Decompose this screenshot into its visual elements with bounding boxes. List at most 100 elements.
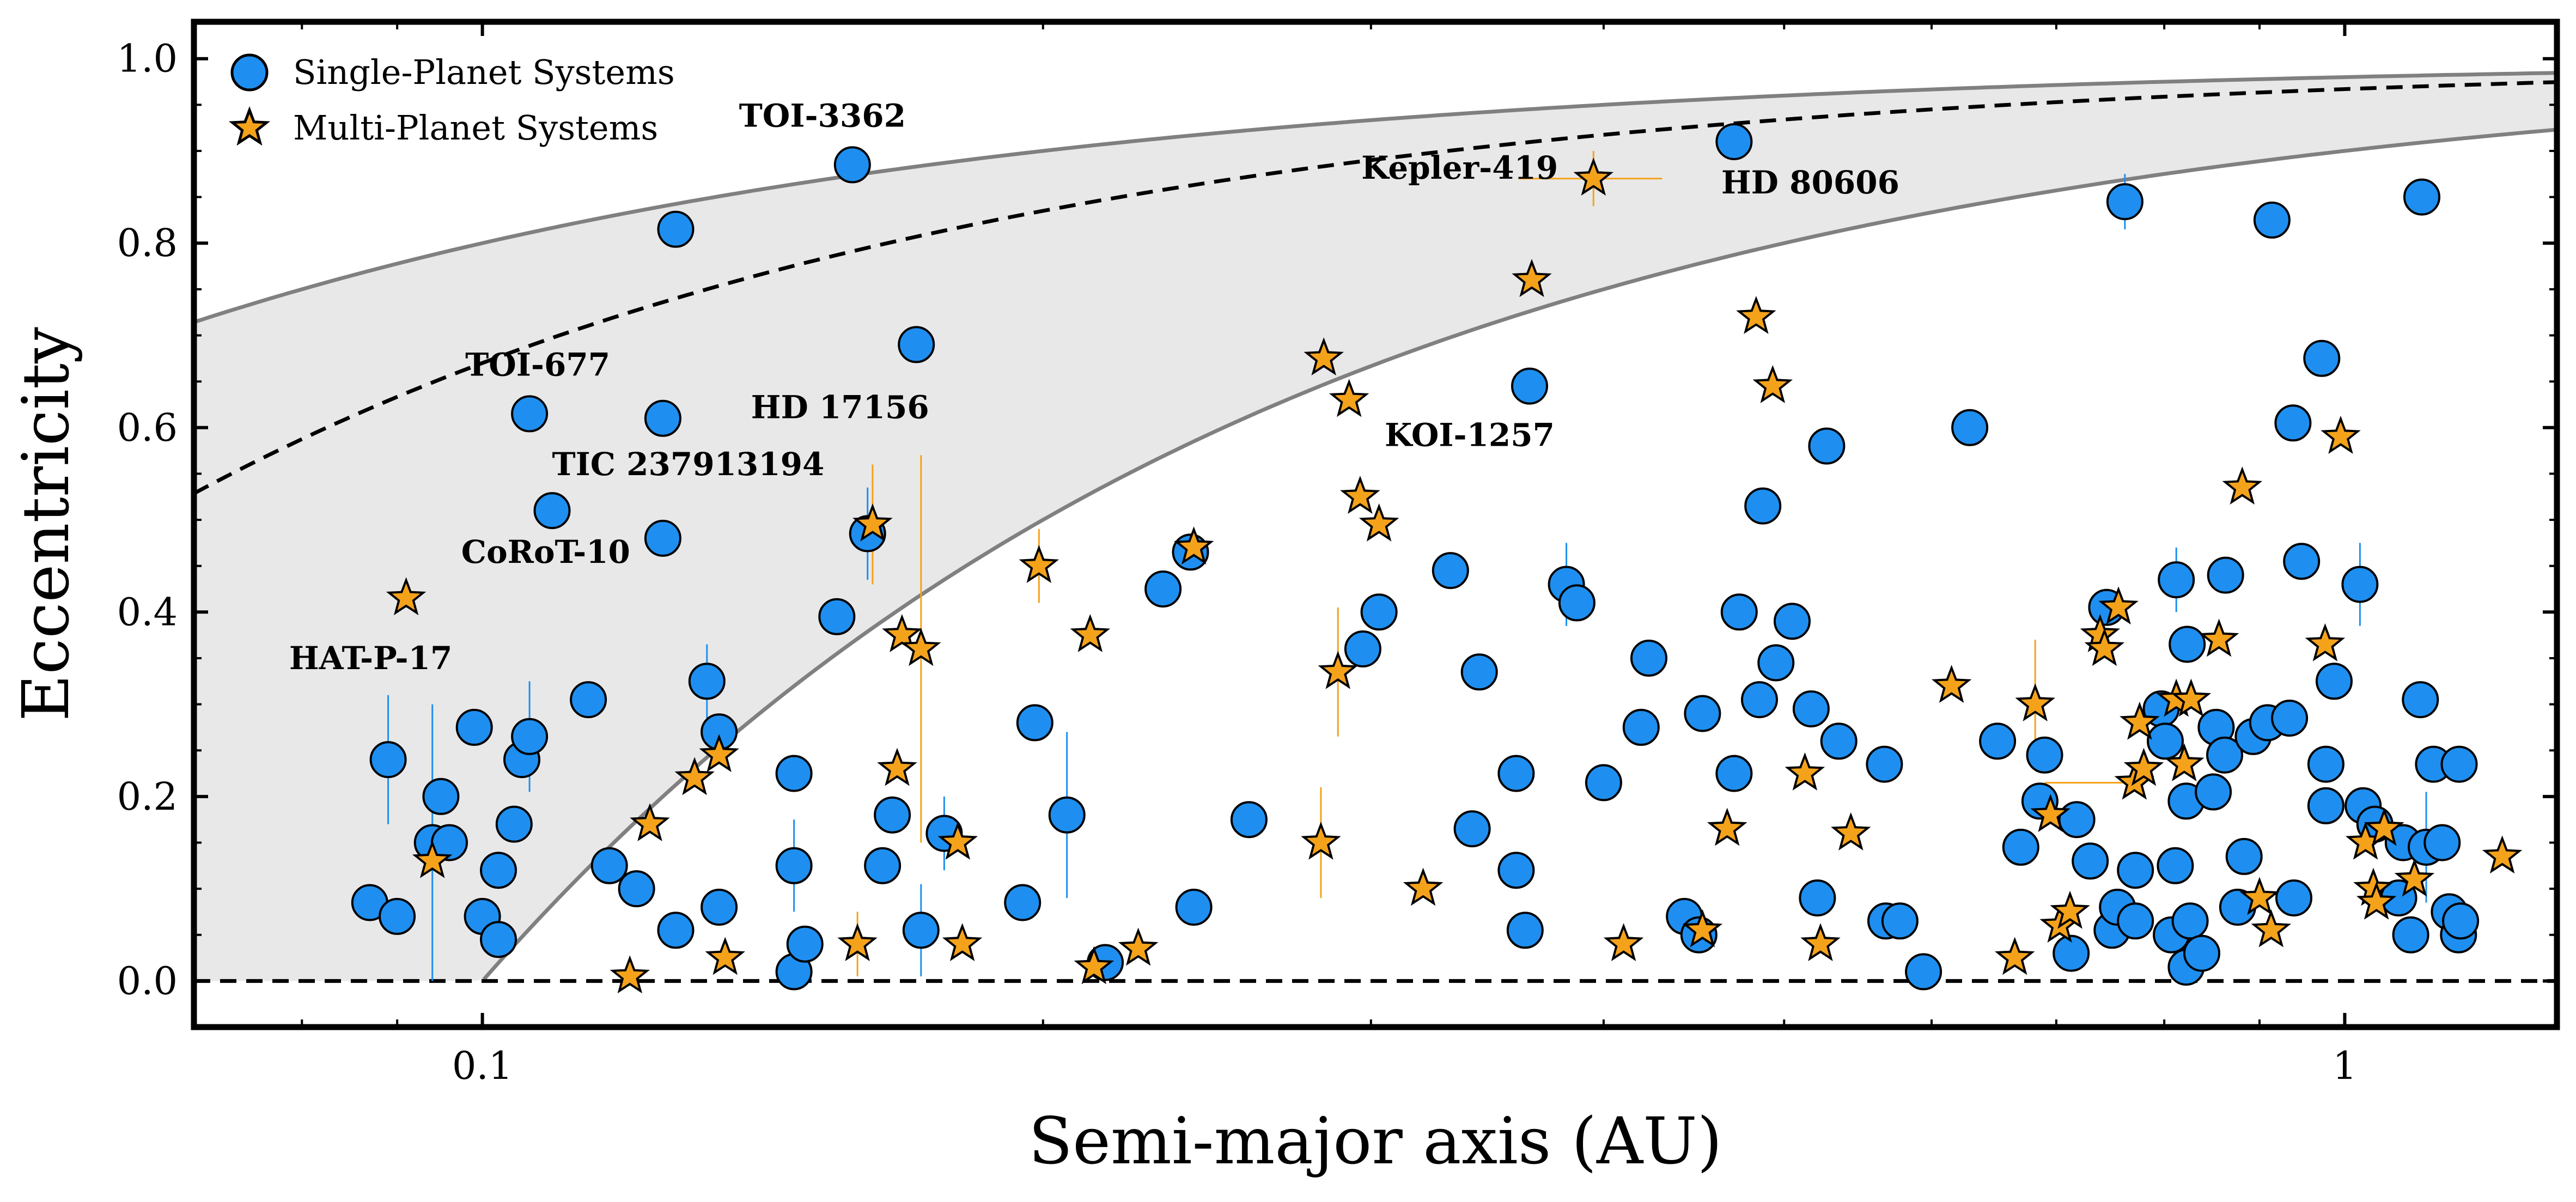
single-planet-point [701, 889, 738, 926]
x-axis-title: Semi-major axis (AU) [1028, 1103, 1722, 1179]
annotation-layer: TOI-3362 HD 80606 Kepler-419 HD 17156 TOI-67… [289, 97, 1899, 677]
single-planet-point [2403, 178, 2440, 216]
multi-planet-point [699, 734, 739, 772]
single-planet-point [1144, 570, 1182, 608]
single-planet-point [1344, 630, 1381, 667]
single-planet-point [1585, 764, 1622, 802]
multi-planet-point [1359, 503, 1399, 542]
single-planet-point [480, 921, 517, 958]
multi-planet-point [1304, 337, 1344, 376]
single-planet-point [495, 805, 533, 843]
single-planet-point [570, 681, 607, 719]
periapsis-band-layer [194, 71, 2557, 983]
multi-planet-point [2356, 881, 2397, 920]
single-planet-point [1175, 889, 1213, 926]
single-planet-point [2271, 700, 2309, 737]
multi-planet-point [2084, 628, 2125, 666]
y-axis-title: Eccentricity [8, 327, 83, 721]
single-planet-point [1905, 953, 1942, 991]
single-planet-point [2058, 801, 2096, 839]
periapsis-band [194, 72, 2557, 981]
multi-planet-point [1318, 651, 1358, 689]
multi-planet-point [610, 955, 650, 994]
single-planet-point [455, 708, 493, 746]
multi-planet-point [1785, 752, 1825, 791]
multi-planet-point [705, 937, 745, 975]
multi-planet-point [1603, 923, 1644, 961]
single-planet-point [644, 399, 681, 437]
legend-single-marker [230, 53, 269, 92]
single-planet-point [1016, 704, 1053, 742]
single-planet-point [2117, 902, 2154, 940]
single-planet-point [2274, 404, 2312, 442]
band-upper-edge [194, 71, 2557, 324]
band-lower-edge [482, 128, 2557, 981]
single-planet-point [2072, 842, 2109, 880]
y-tick-label: 1.0 [117, 37, 178, 81]
multi-planet-point [2222, 466, 2263, 505]
multi-planet-point [1994, 937, 2035, 975]
multi-planet-point [412, 840, 453, 878]
multi-planet-point [1301, 821, 1341, 860]
annotation-label: Kepler-419 [1361, 149, 1558, 186]
single-planet-point [1497, 755, 1535, 792]
single-planet-point [1774, 603, 1811, 640]
single-planet-point [1715, 755, 1753, 792]
single-planet-point [1684, 695, 1721, 732]
single-planet-point [1360, 593, 1398, 631]
single-planet-point [1808, 427, 1846, 465]
annotation-label: TOI-3362 [739, 97, 906, 134]
data-point-layer [351, 123, 2523, 994]
single-planet-point [1558, 584, 1595, 622]
legend-multi-label: Multi-Planet Systems [293, 108, 658, 148]
single-planet-point [1622, 708, 1660, 746]
single-planet-point [775, 755, 813, 792]
single-planet-point [775, 847, 813, 884]
single-planet-point [2225, 837, 2263, 875]
single-planet-point [2147, 723, 2184, 760]
multi-planet-point [1329, 379, 1369, 417]
x-tick-label: 1 [2333, 1043, 2357, 1088]
single-planet-point [1881, 902, 1919, 940]
multi-planet-point [1707, 808, 1747, 846]
single-planet-point [833, 146, 871, 184]
multi-planet-point [2050, 890, 2090, 929]
y-tick-label: 0.0 [117, 958, 178, 1003]
single-planet-point [2341, 566, 2379, 603]
multi-planet-point [1340, 476, 1380, 514]
single-planet-point [2402, 681, 2439, 719]
single-planet-point [1004, 884, 1042, 921]
annotation-label: KOI-1257 [1385, 417, 1555, 454]
single-planet-point [1432, 552, 1469, 590]
tick-layer: 0.0 0.2 0.4 0.6 0.8 1.0 0.1 1 [117, 22, 2557, 1088]
multi-planet-point [852, 503, 893, 542]
single-planet-point [2442, 902, 2480, 940]
legend: Single-Planet Systems Multi-Planet Syste… [228, 52, 675, 148]
multi-planet-point [2015, 683, 2055, 721]
multi-planet-point [2321, 416, 2361, 454]
single-planet-point [1497, 852, 1535, 889]
multi-planet-point [2123, 748, 2164, 786]
legend-single-label: Single-Planet Systems [293, 52, 675, 92]
single-planet-point [864, 847, 902, 884]
single-planet-point [2423, 824, 2461, 861]
y-tick-label: 0.2 [117, 774, 178, 819]
single-planet-point [379, 897, 416, 935]
multi-planet-point [937, 821, 978, 860]
multi-planet-point [1403, 867, 1444, 906]
x-tick-label: 0.1 [452, 1043, 513, 1088]
single-planet-point [1720, 593, 1758, 631]
y-tick-label: 0.4 [117, 590, 178, 634]
single-planet-point [898, 326, 935, 363]
single-planet-point [2392, 916, 2429, 954]
single-planet-point [2026, 736, 2063, 774]
multi-planet-point [1512, 259, 1552, 298]
plot-frame [191, 19, 2560, 1030]
single-planet-point [1506, 912, 1544, 949]
multi-planet-point [2164, 743, 2204, 781]
single-planet-point [2283, 543, 2321, 580]
multi-planet-point [2030, 794, 2070, 832]
multi-planet-point [386, 577, 427, 616]
multi-planet-point [2098, 586, 2139, 625]
